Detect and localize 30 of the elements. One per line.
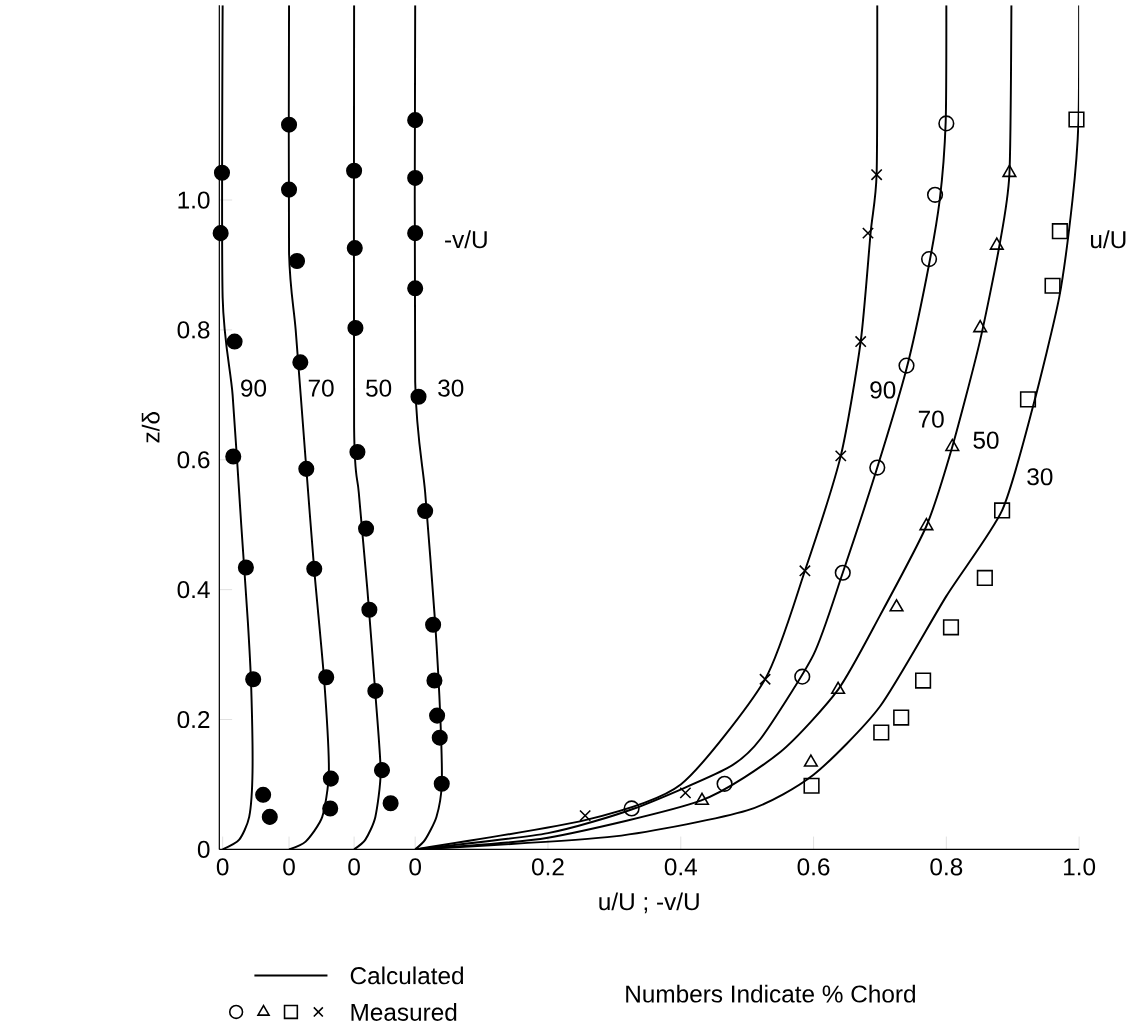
annotation: 30	[438, 379, 464, 397]
annotation: 70	[308, 379, 334, 397]
y-tick-label: 0	[197, 840, 210, 859]
x-tick-label: 0.8	[930, 858, 963, 876]
y-tick-label: 1.0	[178, 191, 210, 209]
y-tick-label: 0.6	[177, 451, 210, 469]
annotation: 70	[918, 410, 944, 428]
annotation: 50	[366, 379, 392, 397]
annotation: 90	[241, 379, 267, 397]
x-tick-label: 0.6	[797, 858, 830, 876]
text: u/U	[1090, 230, 1126, 249]
legend-label: Calculated	[350, 966, 464, 985]
x-tick-label: 0.4	[664, 858, 697, 876]
y-axis-title: z/δ	[141, 412, 160, 443]
annotation: 30	[1027, 468, 1053, 486]
annotation: 50	[973, 431, 999, 449]
annotation: -v/U	[445, 230, 487, 249]
y-tick-label: 0.4	[177, 581, 210, 599]
y-tick-label: 0.8	[177, 321, 210, 339]
x-tick-label: 0	[216, 858, 229, 876]
x-tick-label: 1.0	[1064, 858, 1096, 876]
x-tick-label: 0	[348, 858, 360, 876]
x-tick-label: 0	[283, 858, 295, 876]
x-tick-label: 0	[409, 858, 421, 876]
text: Numbers Indicate % Chord	[626, 984, 915, 1003]
x-axis-title: u/U ; -v/U	[599, 892, 699, 914]
legend-label: Measured	[351, 1003, 457, 1021]
x-tick-label: 0.2	[532, 858, 564, 876]
y-tick-label: 0.2	[177, 711, 210, 729]
annotation: 90	[870, 381, 896, 399]
